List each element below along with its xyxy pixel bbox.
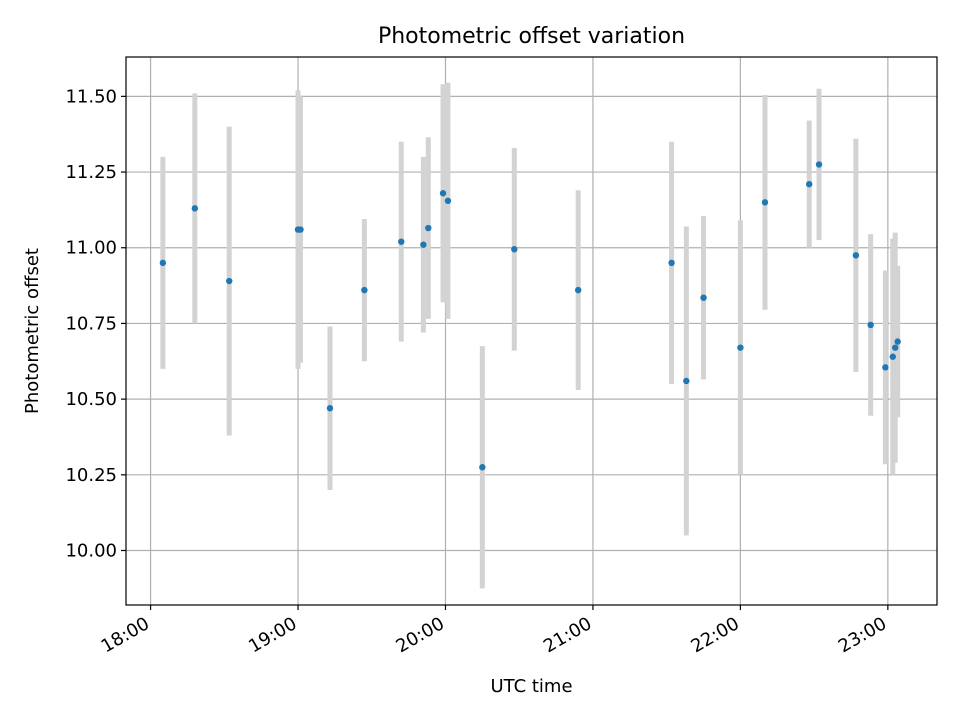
- data-point: [889, 353, 896, 360]
- data-points: [159, 161, 901, 471]
- data-point: [683, 377, 690, 385]
- data-point: [852, 252, 860, 259]
- data-point: [815, 161, 823, 168]
- x-axis-label: UTC time: [490, 676, 572, 697]
- y-axis-ticks: 10.00 10.25 10.50 10.75 11.00 11.25 11.50: [65, 86, 126, 562]
- y-tick-label: 10.25: [65, 465, 117, 486]
- data-point: [425, 224, 432, 232]
- data-point: [361, 286, 368, 294]
- data-point: [882, 364, 889, 371]
- y-tick-label: 11.00: [65, 238, 117, 259]
- data-point: [479, 464, 486, 471]
- y-tick-label: 11.50: [65, 86, 117, 107]
- data-point: [894, 338, 901, 345]
- data-point: [668, 259, 675, 267]
- data-point: [700, 294, 707, 301]
- data-point: [226, 277, 233, 285]
- data-point: [574, 286, 582, 294]
- chart-title: Photometric offset variation: [378, 24, 685, 49]
- y-tick-label: 10.00: [65, 541, 117, 562]
- y-tick-label: 11.25: [65, 162, 117, 183]
- data-point: [297, 226, 304, 233]
- data-point: [806, 180, 813, 188]
- data-point: [867, 321, 874, 329]
- y-axis-label: Photometric offset: [22, 248, 43, 414]
- y-tick-label: 10.50: [65, 389, 117, 410]
- data-point: [159, 259, 167, 267]
- data-point: [444, 197, 452, 205]
- data-point: [511, 246, 518, 253]
- data-point: [761, 199, 769, 206]
- data-point: [420, 241, 427, 248]
- data-point: [398, 238, 405, 245]
- data-point: [326, 405, 334, 412]
- data-point: [439, 190, 447, 197]
- data-point: [892, 344, 899, 351]
- plot-frame: [125, 56, 938, 606]
- data-point: [737, 344, 744, 351]
- data-point: [191, 205, 199, 212]
- y-tick-label: 10.75: [65, 313, 117, 334]
